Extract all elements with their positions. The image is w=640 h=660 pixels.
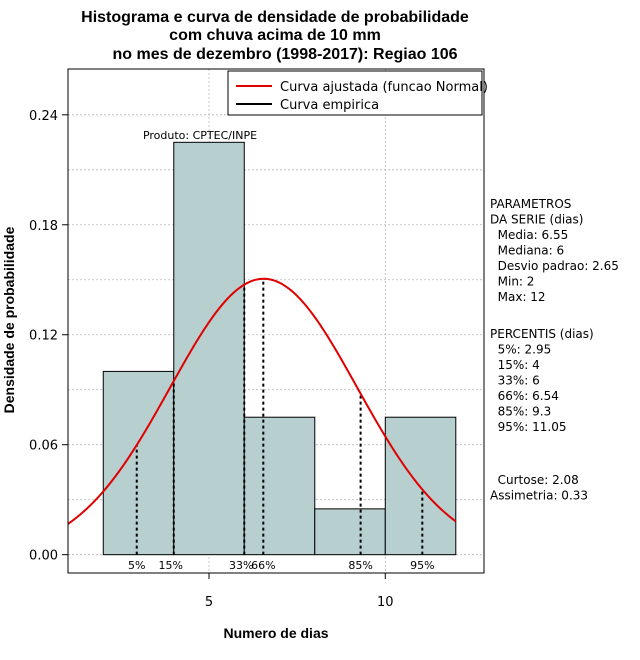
y-tick-label: 0.12 xyxy=(29,329,58,344)
percentiles-block: PERCENTIS (dias) 5%: 2.95 15%: 4 33%: 6 … xyxy=(490,327,594,434)
parameters-line: Min: 2 xyxy=(490,275,534,289)
y-tick-label: 0.00 xyxy=(29,549,58,564)
percentile-label: 66% xyxy=(251,559,275,572)
axes: 0.00 0.06 0.12 0.18 0.24 5 10 xyxy=(29,68,485,610)
x-tick-label: 10 xyxy=(377,595,394,610)
percentile-label: 33% xyxy=(229,559,253,572)
legend-box xyxy=(227,70,483,116)
percentile-lines: 5% 15% 33%66% 85% 95% xyxy=(128,278,435,572)
x-axis-title: Numero de dias xyxy=(223,625,328,641)
legend: Curva ajustada (funcao Normal) Curva emp… xyxy=(227,70,488,116)
histogram-bar xyxy=(314,508,386,556)
parameters-line: Max: 12 xyxy=(490,290,546,304)
shape-stats-line: Curtose: 2.08 xyxy=(490,473,579,487)
fitted-normal-curve xyxy=(67,277,457,525)
parameters-line: Desvio padrao: 2.65 xyxy=(490,259,619,273)
y-axis-title: Densidade de probabilidade xyxy=(1,226,17,413)
percentiles-line: 33%: 6 xyxy=(490,374,540,388)
plot-frame xyxy=(67,68,485,574)
chart-title-line-3: no mes de dezembro (1998-2017): Regiao 1… xyxy=(112,46,457,63)
y-tick-label: 0.24 xyxy=(29,109,58,124)
fitted-curve xyxy=(67,277,457,525)
chart-title-line-1: Histograma e curva de densidade de proba… xyxy=(81,9,469,26)
chart-title-line-2: com chuva acima de 10 mm xyxy=(169,27,381,44)
histogram-bar xyxy=(243,416,316,556)
histogram-bar xyxy=(173,141,245,556)
histogram-bars xyxy=(102,141,457,556)
parameters-line: Media: 6.55 xyxy=(490,228,568,242)
percentiles-line: 66%: 6.54 xyxy=(490,389,559,403)
parameters-block: PARAMETROS DA SERIE (dias) Media: 6.55 Me… xyxy=(490,197,619,304)
percentiles-line: PERCENTIS (dias) xyxy=(490,327,594,341)
percentiles-line: 95%: 11.05 xyxy=(490,420,567,434)
parameters-line: DA SERIE (dias) xyxy=(490,213,583,227)
shape-stats-line: Assimetria: 0.33 xyxy=(490,489,588,503)
legend-label-fitted: Curva ajustada (funcao Normal) xyxy=(280,80,488,95)
x-tick-label: 5 xyxy=(205,595,213,610)
y-tick-label: 0.06 xyxy=(29,439,58,454)
y-tick-label: 0.18 xyxy=(29,219,58,234)
legend-label-empirical: Curva empirica xyxy=(280,98,379,113)
percentiles-line: 15%: 4 xyxy=(490,358,540,372)
percentile-label: 85% xyxy=(348,559,372,572)
percentile-label: 15% xyxy=(159,559,183,572)
percentiles-line: 85%: 9.3 xyxy=(490,405,551,419)
shape-stats-block: Curtose: 2.08 Assimetria: 0.33 xyxy=(490,473,588,503)
parameters-line: Mediana: 6 xyxy=(490,244,564,258)
product-annotation: Produto: CPTEC/INPE xyxy=(143,129,257,142)
percentile-label: 5% xyxy=(128,559,145,572)
percentiles-line: 5%: 2.95 xyxy=(490,343,551,357)
parameters-line: PARAMETROS xyxy=(490,197,571,211)
percentile-label: 95% xyxy=(410,559,434,572)
